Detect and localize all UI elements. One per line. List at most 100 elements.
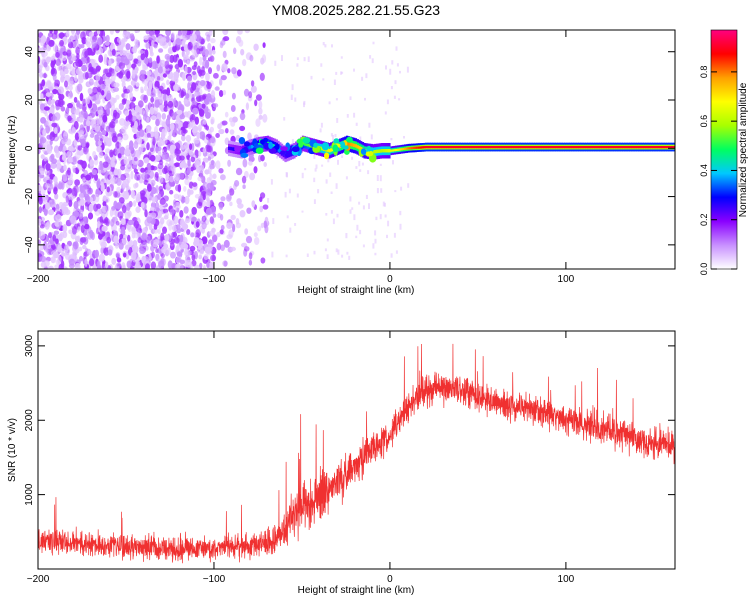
- x-tick-label: 0: [387, 574, 393, 585]
- noise-speckle: [390, 86, 393, 90]
- noise-speckle: [403, 136, 405, 139]
- noise-speckle: [368, 203, 370, 209]
- noise-speckle: [240, 48, 245, 56]
- trace-blob: [240, 152, 249, 158]
- noise-speckle: [89, 229, 94, 239]
- noise-speckle: [97, 109, 104, 116]
- noise-speckle: [223, 239, 230, 248]
- noise-speckle: [105, 72, 112, 78]
- noise-speckle: [361, 162, 364, 166]
- noise-speckle: [185, 254, 190, 261]
- noise-speckle: [367, 170, 370, 175]
- noise-speckle: [53, 127, 58, 134]
- noise-speckle: [129, 92, 133, 99]
- noise-speckle: [384, 214, 387, 218]
- trace-core: [648, 146, 651, 149]
- noise-speckle: [248, 259, 253, 266]
- colorbar-ticks: 0.0 0.2 0.4 0.6 0.8: [699, 66, 737, 275]
- noise-speckle: [258, 100, 263, 109]
- noise-speckle: [341, 254, 344, 258]
- trace-core: [544, 146, 548, 149]
- noise-speckle: [45, 235, 50, 243]
- noise-speckle: [151, 115, 157, 121]
- noise-speckle: [97, 47, 104, 55]
- noise-speckle: [230, 214, 236, 221]
- noise-speckle: [98, 253, 105, 262]
- x-tick-label: 100: [558, 574, 575, 585]
- noise-speckle: [77, 75, 84, 84]
- noise-speckle: [133, 168, 138, 174]
- noise-speckle: [55, 259, 61, 265]
- noise-speckle: [245, 235, 253, 244]
- noise-speckle: [71, 30, 75, 35]
- noise-speckle: [68, 199, 73, 207]
- trace-core: [650, 146, 653, 149]
- noise-speckle: [43, 61, 48, 68]
- noise-speckle: [58, 263, 64, 269]
- noise-speckle: [191, 206, 197, 215]
- noise-speckle: [207, 42, 212, 51]
- trace-core: [391, 149, 395, 152]
- noise-speckle: [45, 125, 50, 134]
- noise-speckle: [75, 30, 81, 35]
- trace-core: [349, 142, 352, 147]
- noise-speckle: [103, 153, 109, 160]
- noise-speckle: [67, 115, 72, 122]
- noise-speckle: [77, 83, 83, 92]
- trace-core: [476, 146, 479, 149]
- trace-blob: [238, 137, 246, 145]
- trace-core: [541, 146, 544, 149]
- noise-speckle: [390, 138, 393, 141]
- noise-speckle: [247, 132, 252, 141]
- trace-core: [455, 146, 458, 149]
- noise-speckle: [178, 172, 185, 180]
- noise-speckle: [106, 236, 111, 244]
- snr-x-axis-label: Height of straight line (km): [298, 585, 415, 596]
- noise-speckle: [253, 166, 258, 174]
- noise-speckle: [335, 248, 338, 253]
- noise-speckle: [133, 220, 139, 229]
- noise-speckle: [176, 251, 183, 257]
- noise-speckle: [130, 170, 134, 180]
- noise-speckle: [198, 94, 204, 102]
- noise-speckle: [161, 132, 166, 140]
- noise-speckle: [104, 148, 111, 154]
- noise-speckle: [203, 136, 209, 144]
- noise-speckle: [358, 201, 361, 205]
- trace-core: [558, 146, 562, 149]
- noise-speckle: [202, 264, 206, 269]
- noise-speckle: [369, 55, 372, 59]
- noise-speckle: [150, 96, 155, 103]
- noise-speckle: [162, 73, 167, 78]
- noise-speckle: [124, 148, 131, 157]
- noise-speckle: [38, 197, 43, 205]
- spectrogram-y-axis-label: Frequency (Hz): [7, 116, 18, 185]
- trace-core: [418, 146, 421, 149]
- noise-speckle: [115, 252, 121, 257]
- noise-speckle: [124, 244, 130, 251]
- noise-speckle: [74, 179, 80, 186]
- trace-core: [386, 149, 389, 153]
- trace-core: [631, 146, 634, 149]
- noise-speckle: [80, 138, 87, 148]
- trace-core: [433, 146, 437, 149]
- trace-core: [560, 146, 563, 149]
- noise-speckle: [184, 47, 188, 53]
- noise-speckle: [167, 135, 172, 142]
- noise-speckle: [73, 120, 79, 130]
- noise-speckle: [88, 31, 95, 37]
- noise-speckle: [45, 175, 50, 181]
- noise-speckle: [376, 175, 379, 181]
- noise-speckle: [64, 252, 71, 260]
- noise-speckle: [332, 218, 335, 225]
- trace-core: [608, 146, 611, 149]
- noise-speckle: [148, 223, 153, 231]
- noise-speckle: [204, 169, 210, 175]
- noise-speckle: [192, 126, 199, 133]
- noise-speckle: [140, 86, 144, 92]
- noise-speckle: [43, 260, 50, 267]
- noise-speckle: [331, 44, 333, 48]
- noise-speckle: [182, 162, 187, 168]
- noise-speckle: [102, 195, 107, 202]
- noise-speckle: [72, 155, 77, 163]
